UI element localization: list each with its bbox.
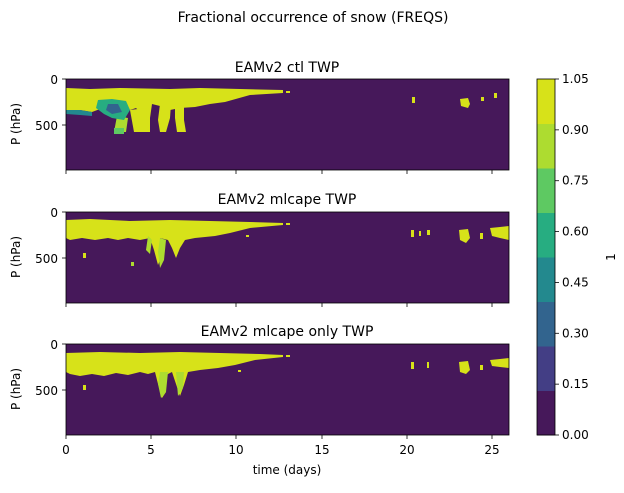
snow-region-main [66,88,283,132]
y-tick-label: 500 [35,119,58,133]
colorbar-swatch [537,212,555,258]
snow-blob [494,93,497,98]
x-tick-label: 25 [484,443,499,457]
colorbar: 0.00 0.15 0.30 0.45 0.60 0.75 0.90 1.05 1 [536,72,618,442]
panel-ctl: EAMv2 ctl TWP 0 500 P (hPa) [9,60,510,174]
colorbar-swatch [537,123,555,169]
snow-blob [480,365,483,370]
colorbar-swatch [537,390,555,436]
axes-frame [65,78,510,171]
colorbar-tick-label: 1.05 [562,72,589,86]
snow-speck [286,91,290,93]
heatmap-regions [66,219,509,268]
snow-column-2 [175,106,186,132]
figure-title: Fractional occurrence of snow (FREQS) [178,10,449,26]
snow-blob [427,362,429,368]
snow-column-2 [176,372,184,396]
colorbar-ticks: 0.00 0.15 0.30 0.45 0.60 0.75 0.90 1.05 [555,72,589,442]
colorbar-tick-label: 0.75 [562,174,589,188]
snow-region-edge [66,110,92,116]
heatmap-regions [66,352,509,398]
panel-mlcape: EAMv2 mlcape TWP 0 500 P (hPa) [9,192,510,307]
snow-blob [480,233,483,239]
snow-blob [419,231,421,236]
panel-title: EAMv2 mlcape only TWP [201,324,374,340]
y-tick-label: 0 [50,338,58,352]
snow-blob [490,226,509,240]
x-tick-label: 20 [399,443,414,457]
snow-region-main [66,352,283,398]
colorbar-swatches [537,79,555,436]
snow-speck [83,253,86,258]
snow-speck [286,355,290,357]
colorbar-swatch [537,257,555,302]
panel-mlcape-only: EAMv2 mlcape only TWP 0 500 P (hPa) [9,324,510,477]
axes-frame [65,343,510,436]
snow-speck [83,385,86,390]
snow-blob [412,97,415,103]
x-tick-label: 0 [62,443,70,457]
y-tick-label: 0 [50,206,58,220]
colorbar-label: 1 [604,253,618,261]
colorbar-swatch [537,346,555,391]
x-tick-label: 10 [228,443,243,457]
panel-title: EAMv2 mlcape TWP [218,192,357,208]
y-axis-label: P (hPa) [9,368,23,410]
snow-column-2 [146,236,152,254]
snow-column-1 [158,372,168,398]
x-ticks [65,170,493,174]
snow-blob [411,230,414,237]
snow-blob [460,98,470,108]
y-tick-label: 0 [50,73,58,87]
axes-frame [65,211,510,304]
colorbar-swatch [537,301,555,347]
x-ticks [65,435,493,439]
heatmap-regions [66,88,497,134]
snow-blob [490,358,509,368]
y-tick-label: 500 [35,252,58,266]
snow-speck [286,223,290,225]
y-axis-label: P (hPa) [9,236,23,278]
snow-speck [238,370,241,372]
snow-column-1 [158,238,166,268]
y-tick-label: 500 [35,384,58,398]
snow-blob [427,230,430,235]
snow-blob [459,229,470,243]
snow-region-mixed-2 [106,104,122,114]
snow-region-main [66,219,283,265]
colorbar-swatch [537,168,555,213]
x-axis-label: time (days) [253,463,322,477]
colorbar-tick-label: 0.90 [562,123,589,137]
panel-title: EAMv2 ctl TWP [235,60,340,76]
colorbar-frame [536,78,556,436]
snow-speck [131,262,134,266]
x-tick-label: 15 [314,443,329,457]
snow-speck [114,128,124,134]
colorbar-tick-label: 0.00 [562,428,589,442]
snow-blob [411,362,414,369]
x-ticks [65,303,493,307]
snow-blob [481,97,484,101]
colorbar-tick-label: 0.30 [562,326,589,340]
x-tick-label: 5 [147,443,155,457]
snow-column-3 [130,108,148,132]
colorbar-tick-label: 0.45 [562,275,589,289]
y-axis-label: P (hPa) [9,103,23,145]
colorbar-swatch [537,79,555,124]
snow-blob [459,361,470,374]
snow-speck [246,235,249,237]
colorbar-tick-label: 0.60 [562,225,589,239]
snow-column-1 [158,104,171,132]
colorbar-tick-label: 0.15 [562,377,589,391]
